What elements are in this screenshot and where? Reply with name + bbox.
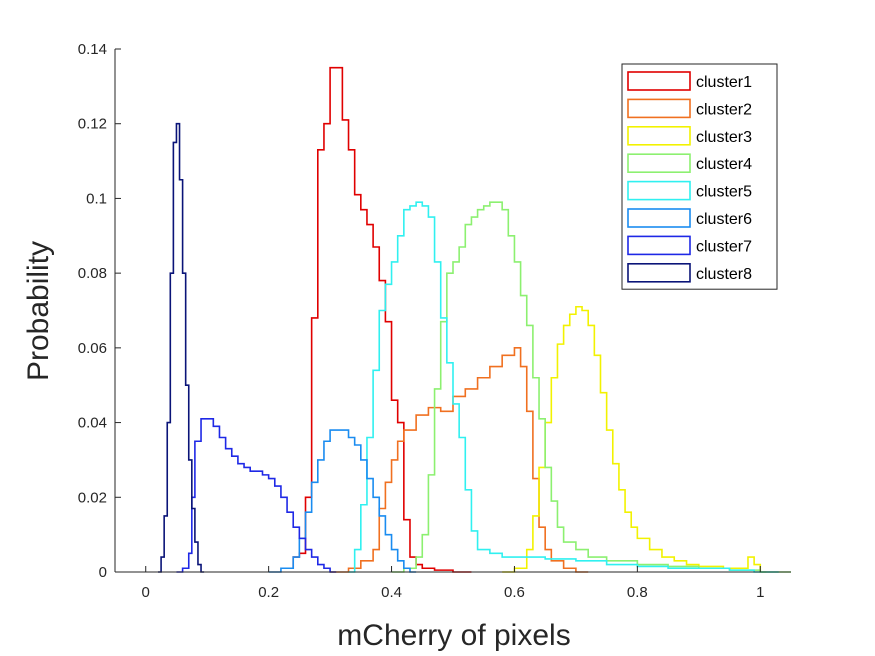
legend-label-cluster7: cluster7 [696, 238, 752, 255]
series-line-cluster5 [348, 201, 779, 573]
legend-swatch-cluster3 [627, 126, 691, 146]
legend-swatch-cluster2 [627, 98, 691, 119]
legend-label-cluster6: cluster6 [696, 211, 752, 228]
x-axis-title: mCherry of pixels [337, 619, 570, 652]
series-layer [158, 66, 791, 573]
series-line-cluster8 [158, 122, 205, 573]
legend-label-cluster5: cluster5 [696, 184, 752, 201]
y-tick-label: 0.02 [78, 489, 107, 506]
axes-layer [114, 49, 791, 573]
y-tick-label: 0.04 [78, 415, 107, 432]
legend-label-cluster1: cluster1 [696, 74, 752, 91]
x-tick-label: 0.2 [258, 584, 279, 601]
legend-swatch-cluster7 [627, 235, 691, 256]
legend-swatch-cluster5 [627, 180, 691, 201]
series-line-cluster7 [176, 418, 337, 573]
y-axis-title: Probability [22, 241, 55, 381]
legend-label-cluster8: cluster8 [696, 266, 752, 283]
y-tick-label: 0.08 [78, 265, 107, 282]
x-tick-label: 1 [756, 584, 764, 601]
y-tick-label: 0 [99, 564, 107, 581]
y-tick-label: 0.12 [78, 116, 107, 133]
ticks-layer: 0 0.2 0.4 0.6 0.8 1 0 0.02 0.04 0.06 0.08 0.1 0.12 0.… [78, 41, 765, 601]
x-tick-label: 0.4 [381, 584, 402, 601]
legend-label-cluster3: cluster3 [696, 129, 752, 146]
series-line-cluster4 [391, 201, 791, 573]
legend-swatch-cluster4 [627, 153, 691, 173]
legend-swatch-cluster8 [627, 262, 691, 283]
legend-box [621, 63, 778, 290]
series-line-cluster3 [502, 305, 767, 573]
x-tick-label: 0 [142, 584, 150, 601]
legend-label-cluster4: cluster4 [696, 156, 752, 173]
x-tick-label: 0.8 [627, 584, 648, 601]
series-line-cluster6 [268, 429, 417, 573]
legend-label-cluster2: cluster2 [696, 101, 752, 118]
series-line-cluster2 [330, 347, 589, 573]
y-tick-label: 0.1 [86, 190, 107, 207]
x-tick-label: 0.6 [504, 584, 525, 601]
y-tick-label: 0.06 [78, 340, 107, 357]
y-tick-label: 0.14 [78, 41, 107, 58]
legend-swatch-cluster6 [627, 208, 691, 228]
legend: cluster1 cluster2 cluster3 cluster4 cluster5… [621, 63, 778, 290]
legend-swatch-cluster1 [627, 71, 691, 91]
